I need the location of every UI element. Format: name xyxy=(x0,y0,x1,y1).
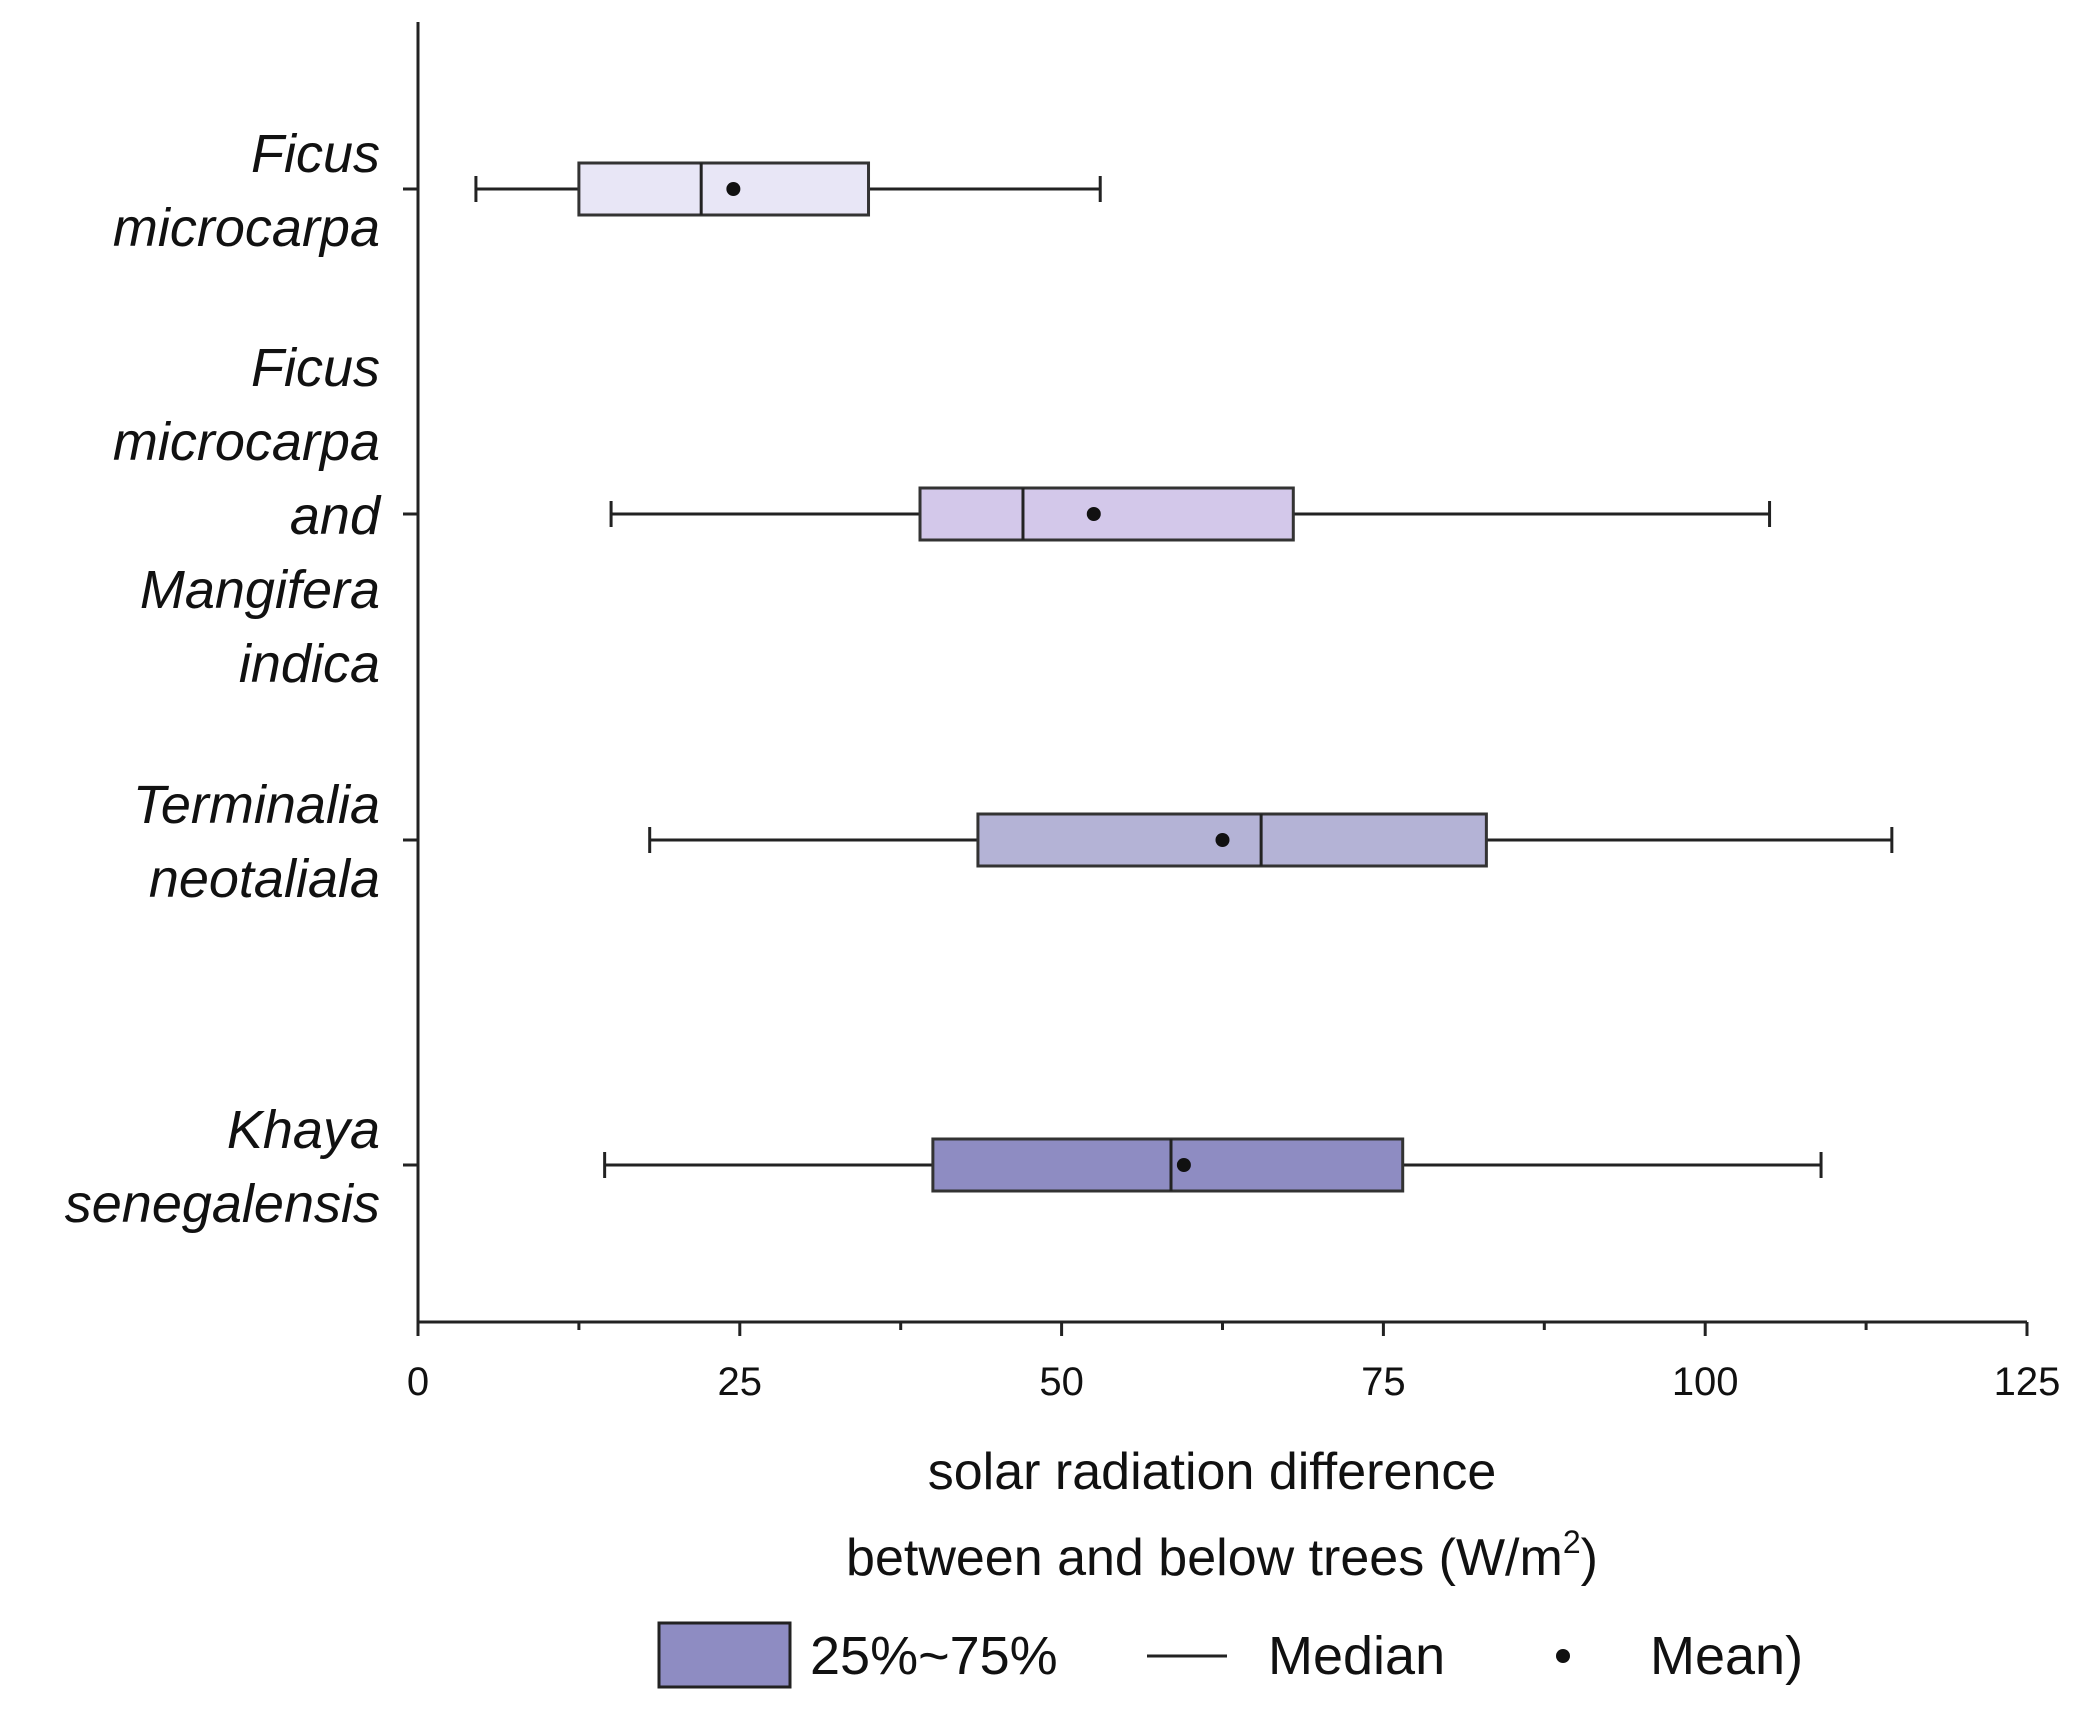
category-label-line: senegalensis xyxy=(65,1174,380,1234)
legend-box-label: 25%~75% xyxy=(810,1626,1058,1686)
category-label-line: Ficus xyxy=(251,338,380,398)
legend-mean-label: Mean) xyxy=(1650,1626,1803,1686)
category-label-line: Mangifera xyxy=(140,560,380,620)
x-axis-title-unit-suffix: ) xyxy=(1581,1529,1598,1587)
legend-mean-dot xyxy=(1556,1649,1570,1663)
category-labels: Ficus microcarpa Ficus microcarpa and Mangife… xyxy=(65,124,418,1234)
mean-dot xyxy=(726,182,741,196)
mean-dot xyxy=(1215,833,1230,847)
category-label-line: indica xyxy=(239,634,380,694)
x-tick-label: 125 xyxy=(1994,1360,2061,1404)
iqr-box xyxy=(918,486,1295,542)
legend-median-label: Median xyxy=(1268,1626,1445,1686)
iqr-box xyxy=(577,161,871,217)
x-axis-title-unit-superscript: 2 xyxy=(1563,1524,1581,1560)
x-axis-title-line2: between and below trees (W/m2) xyxy=(846,1524,1598,1587)
x-tick-label: 75 xyxy=(1361,1360,1406,1404)
x-axis-title-line1: solar radiation difference xyxy=(928,1443,1497,1501)
category-label-line: Terminalia xyxy=(133,775,380,835)
x-axis-ticks: 0 25 50 75 100 125 xyxy=(407,1322,2061,1404)
box-series xyxy=(474,161,1894,1193)
x-axis-title-unit-prefix: between and below trees (W/m xyxy=(846,1529,1563,1587)
legend: 25%~75% Median Mean) xyxy=(657,1621,1803,1689)
category-label-line: Ficus xyxy=(251,124,380,184)
category-label-line: microcarpa xyxy=(113,412,380,472)
x-tick-label: 0 xyxy=(407,1360,429,1404)
category-label-line: and xyxy=(290,486,382,546)
iqr-box xyxy=(931,1137,1405,1193)
iqr-box xyxy=(976,812,1488,868)
legend-box-swatch xyxy=(657,1621,792,1689)
category-label-line: Khaya xyxy=(227,1100,380,1160)
mean-dot xyxy=(1176,1158,1191,1172)
category-label-line: neotaliala xyxy=(149,849,380,909)
mean-dot xyxy=(1086,507,1101,521)
category-label-line: microcarpa xyxy=(113,198,380,258)
x-tick-label: 100 xyxy=(1672,1360,1739,1404)
x-tick-label: 50 xyxy=(1039,1360,1084,1404)
x-tick-label: 25 xyxy=(718,1360,763,1404)
